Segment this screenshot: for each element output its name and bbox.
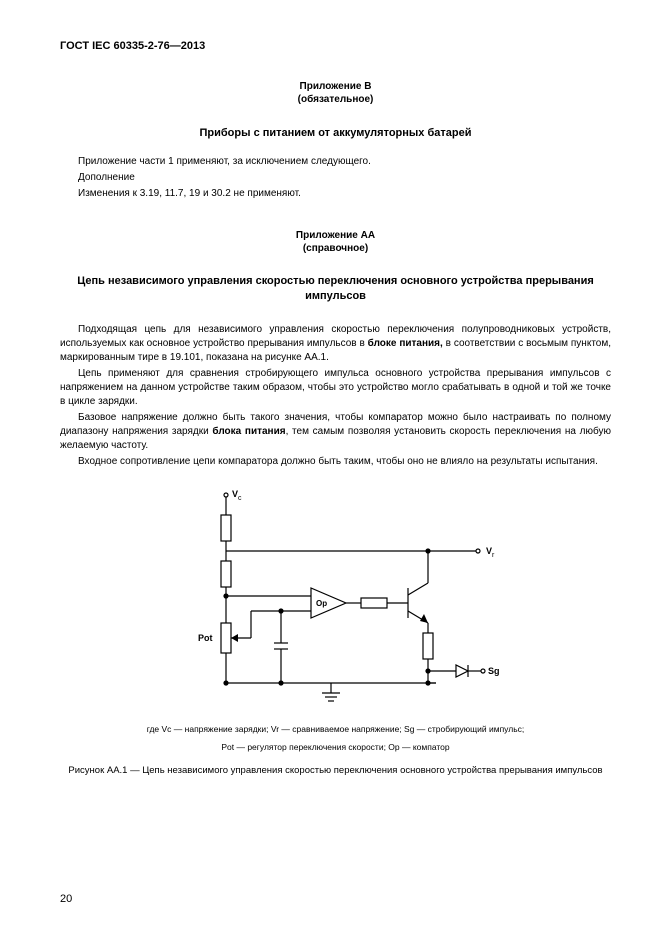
appendix-aa-title: Цепь независимого управления скоростью п… xyxy=(60,274,611,305)
standard-header: ГОСТ IEC 60335-2-76—2013 xyxy=(60,40,611,52)
appendix-aa-p2: Цепь применяют для сравнения стробирующе… xyxy=(60,367,611,409)
appendix-b-sub: (обязательное) xyxy=(60,94,611,105)
label-vc-sub: c xyxy=(238,495,242,502)
page: ГОСТ IEC 60335-2-76—2013 Приложение В (о… xyxy=(0,0,661,935)
appendix-b-title: Приборы с питанием от аккумуляторных бат… xyxy=(60,127,611,139)
label-sg: Sg xyxy=(488,666,500,676)
appendix-b-label: Приложение В xyxy=(60,80,611,94)
p3-b: блока питания xyxy=(212,426,285,437)
figure-legend-2: Pot — регулятор переключения скорости; O… xyxy=(60,742,611,754)
figure-legend-1: где Vc — напряжение зарядки; Vr — сравни… xyxy=(60,724,611,736)
appendix-aa-sub: (справочное) xyxy=(60,243,611,254)
label-pot: Pot xyxy=(198,633,213,643)
label-op: Op xyxy=(316,599,327,608)
label-vr-sub: r xyxy=(492,552,495,559)
figure-container: V c V r Sg Pot Op где Vc — напряжение за… xyxy=(60,483,611,777)
appendix-aa-p1: Подходящая цепь для независимого управле… xyxy=(60,323,611,365)
page-number: 20 xyxy=(60,893,72,905)
appendix-aa-p3: Базовое напряжение должно быть такого зн… xyxy=(60,411,611,453)
circuit-diagram: V c V r Sg Pot Op xyxy=(156,483,516,713)
appendix-aa-label: Приложение АА xyxy=(60,229,611,243)
p1-b: блоке питания, xyxy=(368,338,443,349)
appendix-b-p3: Изменения к 3.19, 11.7, 19 и 30.2 не при… xyxy=(60,187,611,201)
appendix-aa-p4: Входное сопротивление цепи компаратора д… xyxy=(60,455,611,469)
appendix-b-p2: Дополнение xyxy=(60,171,611,185)
figure-caption: Рисунок АА.1 — Цепь независимого управле… xyxy=(60,764,611,777)
appendix-b-p1: Приложение части 1 применяют, за исключе… xyxy=(60,155,611,169)
